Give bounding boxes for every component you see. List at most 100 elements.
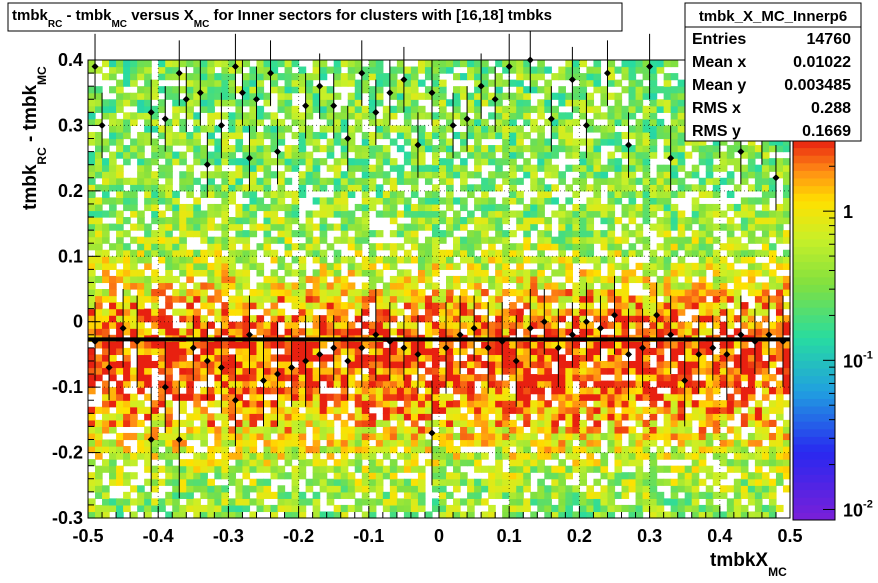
heatmap-cell [270, 158, 279, 166]
heatmap-cell [214, 360, 222, 369]
heatmap-cell [530, 177, 538, 185]
heatmap-cell [256, 354, 265, 362]
heatmap-cell [565, 223, 573, 231]
heatmap-cell [565, 360, 573, 369]
heatmap-cell [207, 511, 215, 519]
heatmap-cell [628, 302, 637, 310]
heatmap-cell [95, 406, 103, 414]
heatmap-cell [628, 472, 637, 480]
heatmap-cell [200, 282, 208, 290]
heatmap-cell [642, 171, 651, 179]
heatmap-cell [312, 302, 321, 310]
heatmap-cell [137, 151, 145, 159]
heatmap-cell [551, 164, 559, 172]
heatmap-cell [635, 190, 644, 198]
heatmap-cell [474, 432, 482, 441]
heatmap-cell [361, 360, 370, 369]
heatmap-cell [221, 217, 229, 225]
heatmap-cell [607, 380, 616, 388]
heatmap-cell [460, 158, 468, 166]
heatmap-cell [481, 217, 489, 225]
heatmap-cell [221, 223, 229, 231]
heatmap-cell [200, 302, 208, 310]
heatmap-cell [614, 439, 623, 447]
heatmap-cell [249, 86, 258, 94]
heatmap-cell [291, 419, 300, 427]
heatmap-cell [123, 406, 131, 414]
heatmap-cell [410, 92, 419, 100]
heatmap-cell [481, 360, 489, 369]
heatmap-cell [516, 400, 524, 408]
heatmap-cell [607, 354, 616, 362]
heatmap-cell [712, 380, 721, 388]
heatmap-cell [123, 256, 131, 264]
heatmap-cell [523, 472, 531, 480]
heatmap-cell [481, 315, 489, 323]
heatmap-cell [123, 60, 131, 68]
heatmap-cell [537, 243, 545, 251]
heatmap-cell [270, 171, 279, 179]
heatmap-cell [439, 112, 447, 120]
heatmap-cell [305, 164, 314, 172]
heatmap-cell [284, 413, 293, 421]
heatmap-cell [572, 92, 580, 100]
heatmap-cell [137, 387, 145, 395]
heatmap-cell [88, 60, 96, 68]
heatmap-cell [712, 426, 721, 434]
heatmap-cell [677, 282, 686, 290]
heatmap-cell [558, 491, 566, 499]
heatmap-cell [523, 446, 531, 454]
heatmap-cell [284, 164, 293, 172]
heatmap-cell [158, 223, 166, 231]
heatmap-cell [277, 360, 286, 369]
heatmap-cell [263, 380, 272, 388]
heatmap-cell [298, 158, 307, 166]
heatmap-cell [726, 315, 735, 323]
heatmap-cell [565, 131, 573, 140]
heatmap-cell [691, 282, 700, 290]
heatmap-cell [256, 86, 265, 94]
heatmap-cell [326, 367, 335, 375]
heatmap-cell [326, 105, 335, 113]
heatmap-cell [593, 491, 602, 499]
heatmap-cell [291, 210, 300, 218]
heatmap-cell [277, 367, 286, 375]
heatmap-cell [116, 236, 124, 244]
heatmap-cell [600, 504, 609, 513]
heatmap-cell [284, 210, 293, 218]
heatmap-cell [333, 223, 342, 231]
heatmap-cell [200, 491, 208, 499]
heatmap-cell [495, 302, 503, 310]
heatmap-cell [607, 223, 616, 231]
heatmap-cell [579, 446, 588, 454]
heatmap-cell [396, 269, 405, 277]
heatmap-cell [453, 295, 461, 303]
heatmap-cell [481, 485, 489, 493]
heatmap-cell [109, 387, 117, 395]
heatmap-cell [389, 446, 398, 454]
heatmap-cell [319, 295, 328, 303]
heatmap-cell [179, 380, 187, 388]
heatmap-cell [375, 472, 384, 480]
heatmap-cell [460, 459, 468, 467]
heatmap-cell [151, 321, 159, 329]
heatmap-cell [551, 406, 559, 414]
heatmap-cell [642, 145, 651, 153]
heatmap-cell [642, 485, 651, 493]
heatmap-cell [424, 262, 433, 270]
heatmap-cell [509, 347, 517, 356]
heatmap-cell [165, 230, 173, 238]
heatmap-cell [361, 465, 370, 473]
heatmap-cell [312, 354, 321, 362]
heatmap-cell [116, 243, 124, 251]
heatmap-cell [607, 190, 616, 198]
heatmap-cell [509, 478, 517, 486]
heatmap-cell [628, 315, 637, 323]
heatmap-cell [593, 374, 602, 382]
heatmap-cell [116, 504, 124, 513]
heatmap-cell [474, 164, 482, 172]
heatmap-cell [214, 275, 222, 284]
heatmap-cell [396, 367, 405, 375]
heatmap-cell [270, 341, 279, 349]
heatmap-cell [460, 511, 468, 519]
